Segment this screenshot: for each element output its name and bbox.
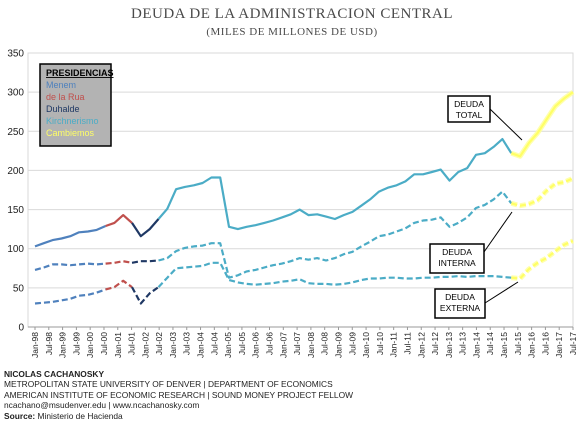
chart-title: DEUDA DE LA ADMINISTRACION CENTRAL <box>131 6 453 22</box>
x-tick-label: Jul-02 <box>154 332 164 355</box>
x-tick-label: Jan-08 <box>306 332 316 358</box>
legend-entry: de la Rua <box>46 92 85 102</box>
annotation-deuda-externa-text: EXTERNA <box>440 303 480 313</box>
footer-line-1: METROPOLITAN STATE UNIVERSITY OF DENVER … <box>4 379 333 390</box>
y-tick-label: 250 <box>7 127 24 138</box>
x-tick-label: Jan-04 <box>196 332 206 358</box>
legend-entry: Duhalde <box>46 104 80 114</box>
series-line-0-de-la-rua <box>105 214 133 228</box>
x-tick-label: Jul-14 <box>485 332 495 355</box>
series-line-2-menem <box>34 288 106 305</box>
x-tick-label: Jul-17 <box>568 332 578 355</box>
x-tick-label: Jan-02 <box>140 332 150 358</box>
x-tick-label: Jan-06 <box>251 332 261 358</box>
annotation-deuda-total-text: DEUDA <box>454 99 484 109</box>
x-tick-label: Jan-00 <box>85 332 95 358</box>
x-tick-label: Jan-99 <box>58 332 68 358</box>
legend-title: PRESIDENCIAS <box>46 68 114 78</box>
x-tick-label: Jan-12 <box>416 332 426 358</box>
x-tick-label: Jul-11 <box>402 332 412 355</box>
annotation-deuda-interna-text: INTERNA <box>438 258 476 268</box>
legend-entry: Cambiemos <box>46 128 95 138</box>
x-tick-label: Jan-10 <box>361 332 371 358</box>
series-line-2-kirchnerismo <box>157 261 512 288</box>
x-tick-label: Jan-14 <box>471 332 481 358</box>
x-tick-label: Jan-17 <box>554 332 564 358</box>
y-tick-label: 200 <box>7 166 24 177</box>
legend-box <box>39 63 112 147</box>
x-tick-label: Jul-98 <box>44 332 54 355</box>
legend-entry: Kirchnerismo <box>46 116 99 126</box>
series-line-2-duhalde <box>131 286 160 305</box>
y-tick-label: 300 <box>7 88 24 99</box>
x-tick-label: Jul-16 <box>540 332 550 355</box>
annotation-deuda-externa-text: DEUDA <box>445 292 475 302</box>
series-line-1-cambiemos <box>511 177 574 207</box>
x-tick-label: Jan-09 <box>333 332 343 358</box>
footer-line-3: ncachano@msudenver.edu | www.ncachanosky… <box>4 400 200 411</box>
footer-source-text: Ministerio de Hacienda <box>35 410 123 421</box>
x-tick-label: Jan-01 <box>113 332 123 358</box>
annotation-deuda-total-box <box>447 95 491 123</box>
x-tick-label: Jan-07 <box>278 332 288 358</box>
x-tick-label: Jul-00 <box>99 332 109 355</box>
x-tick-label: Jan-11 <box>389 332 399 358</box>
x-tick-label: Jan-16 <box>527 332 537 358</box>
series-line-2-cambiemos <box>511 239 574 280</box>
annotation-deuda-externa-leader <box>484 281 519 304</box>
footer-source: Source: Ministerio de Hacienda <box>4 411 353 421</box>
series-line-0-menem <box>34 224 107 248</box>
footer: NICOLAS CACHANOSKY METROPOLITAN STATE UN… <box>4 369 353 421</box>
series-line-1-duhalde <box>131 259 159 264</box>
x-tick-label: Jan-15 <box>499 332 509 358</box>
x-tick-label: Jul-09 <box>347 332 357 355</box>
series-glow-1 <box>510 176 575 209</box>
x-tick-label: Jul-99 <box>71 332 81 355</box>
x-tick-label: Jan-05 <box>223 332 233 358</box>
x-tick-label: Jan-13 <box>444 332 454 358</box>
x-tick-label: Jul-10 <box>375 332 385 355</box>
footer-author: NICOLAS CACHANOSKY <box>4 369 105 379</box>
series-line-0-kirchnerismo <box>157 138 513 231</box>
x-tick-label: Jul-13 <box>458 332 468 355</box>
x-tick-label: Jul-15 <box>513 332 523 355</box>
x-tick-label: Jul-05 <box>237 332 247 355</box>
y-tick-label: 100 <box>7 244 24 255</box>
chart-subtitle: (MILES DE MILLONES DE USD) <box>206 26 378 38</box>
y-tick-label: 50 <box>13 283 25 294</box>
legend-entry: Menem <box>46 80 76 90</box>
series-line-1-kirchnerismo <box>158 190 513 279</box>
annotation-deuda-interna-leader <box>483 211 513 253</box>
y-tick-label: 350 <box>7 49 24 60</box>
series-line-1-menem <box>34 262 106 271</box>
y-tick-label: 150 <box>7 205 24 216</box>
x-tick-label: Jan-98 <box>30 332 40 358</box>
annotation-deuda-interna-box <box>429 243 485 274</box>
x-tick-label: Jul-12 <box>430 332 440 355</box>
footer-line-2: AMERICAN INSTITUTE OF ECONOMIC RESEARCH … <box>4 389 353 400</box>
x-tick-label: Jan-03 <box>168 332 178 358</box>
series-line-2-de-la-rua <box>105 279 133 291</box>
footer-source-label: Source: <box>4 410 36 421</box>
series-line-0-duhalde <box>131 218 160 238</box>
annotation-deuda-total-leader <box>489 108 523 141</box>
x-tick-label: Jul-04 <box>209 332 219 355</box>
annotation-deuda-total-text: TOTAL <box>456 110 483 120</box>
annotation-deuda-interna-text: DEUDA <box>442 247 472 257</box>
x-tick-label: Jul-07 <box>292 332 302 355</box>
x-tick-label: Jul-03 <box>182 332 192 355</box>
series-line-0-cambiemos <box>510 91 574 158</box>
x-tick-label: Jul-06 <box>265 332 275 355</box>
x-tick-label: Jul-08 <box>320 332 330 355</box>
annotation-deuda-externa-box <box>434 288 486 319</box>
x-tick-label: Jul-01 <box>127 332 137 355</box>
series-line-1-de-la-rua <box>105 260 133 265</box>
y-tick-label: 0 <box>18 323 24 334</box>
